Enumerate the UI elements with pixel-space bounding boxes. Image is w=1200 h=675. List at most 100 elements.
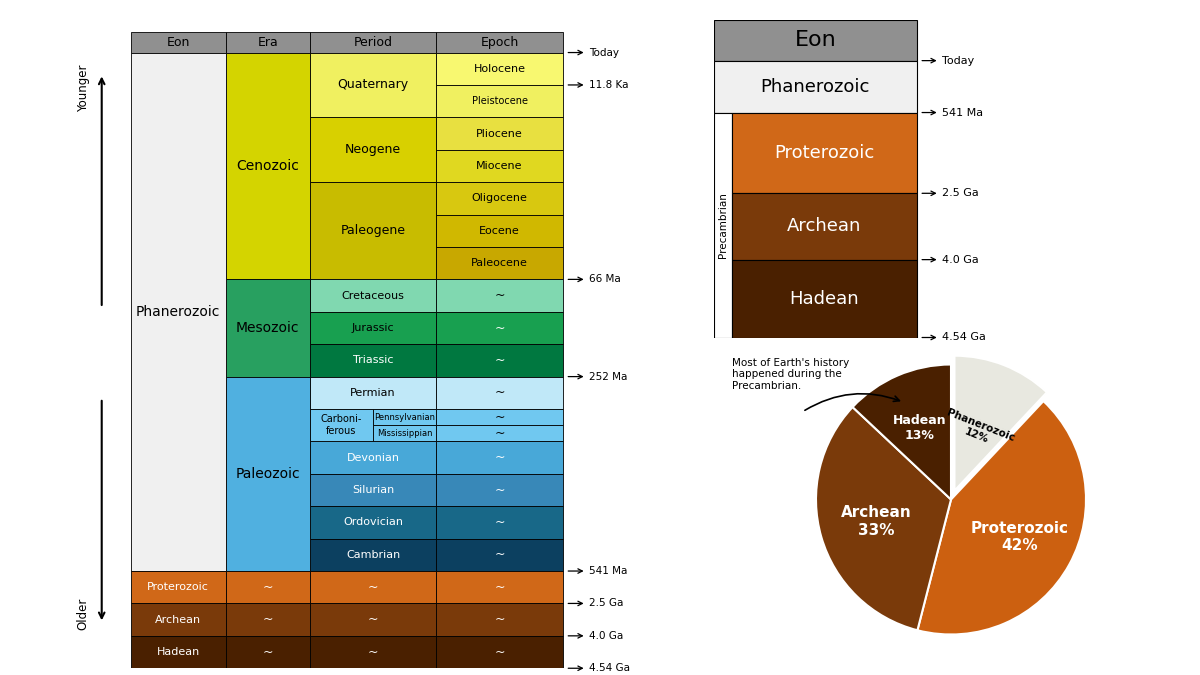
Text: Precambrian: Precambrian <box>718 192 728 258</box>
Text: Older: Older <box>77 598 90 630</box>
Text: ~: ~ <box>494 645 505 659</box>
Text: Proterozoic: Proterozoic <box>148 583 209 592</box>
Text: ~: ~ <box>494 289 505 302</box>
Bar <box>732 260 917 338</box>
Bar <box>310 32 437 53</box>
Bar <box>714 113 732 338</box>
Text: Cenozoic: Cenozoic <box>236 159 299 173</box>
Bar <box>437 344 563 377</box>
Text: Mesozoic: Mesozoic <box>236 321 300 335</box>
Text: 2.5 Ga: 2.5 Ga <box>589 599 624 608</box>
Bar <box>437 441 563 474</box>
Text: 541 Ma: 541 Ma <box>589 566 628 576</box>
Text: ~: ~ <box>494 516 505 529</box>
Text: 11.8 Ka: 11.8 Ka <box>589 80 629 90</box>
Bar <box>437 117 563 150</box>
Bar <box>437 312 563 344</box>
Text: Proterozoic
42%: Proterozoic 42% <box>971 521 1069 554</box>
Bar <box>373 409 437 425</box>
Text: Oligocene: Oligocene <box>472 193 528 203</box>
Bar <box>310 409 373 441</box>
Bar <box>310 441 437 474</box>
Text: Hadean: Hadean <box>156 647 199 657</box>
Bar <box>310 474 437 506</box>
Text: ~: ~ <box>494 483 505 497</box>
Text: ~: ~ <box>263 580 272 594</box>
Bar <box>226 377 310 571</box>
Bar <box>437 182 563 215</box>
Text: 4.54 Ga: 4.54 Ga <box>942 333 986 342</box>
Bar <box>310 312 437 344</box>
Text: Pennsylvanian: Pennsylvanian <box>374 412 436 422</box>
Bar <box>226 32 310 53</box>
Text: Quaternary: Quaternary <box>337 78 409 91</box>
Text: ~: ~ <box>368 580 378 594</box>
Text: Today: Today <box>942 55 974 65</box>
Text: Hadean: Hadean <box>790 290 859 308</box>
Text: Cretaceous: Cretaceous <box>342 290 404 300</box>
Bar <box>310 344 437 377</box>
Text: ~: ~ <box>494 354 505 367</box>
Bar <box>310 377 437 409</box>
Bar <box>310 182 437 279</box>
Text: ~: ~ <box>368 645 378 659</box>
Text: Devonian: Devonian <box>347 453 400 462</box>
Text: Period: Period <box>354 36 392 49</box>
Text: Carboni-
ferous: Carboni- ferous <box>320 414 362 436</box>
Bar <box>226 603 310 636</box>
Bar <box>373 425 437 441</box>
Bar <box>437 636 563 668</box>
Text: ~: ~ <box>494 321 505 335</box>
Text: ~: ~ <box>494 548 505 562</box>
Bar <box>732 113 917 193</box>
Text: Jurassic: Jurassic <box>352 323 395 333</box>
Text: ~: ~ <box>494 451 505 464</box>
Bar <box>131 571 226 603</box>
Text: Holocene: Holocene <box>474 63 526 74</box>
Text: ~: ~ <box>494 580 505 594</box>
Text: ~: ~ <box>494 613 505 626</box>
Bar <box>714 61 917 113</box>
Bar <box>437 215 563 247</box>
Text: 4.0 Ga: 4.0 Ga <box>942 254 979 265</box>
Bar <box>226 571 310 603</box>
Wedge shape <box>816 407 952 630</box>
Text: Paleozoic: Paleozoic <box>235 467 300 481</box>
Bar <box>131 636 226 668</box>
Text: Era: Era <box>257 36 278 49</box>
Text: Eon: Eon <box>167 36 190 49</box>
Text: ~: ~ <box>368 613 378 626</box>
Bar <box>310 636 437 668</box>
Text: Eocene: Eocene <box>479 225 520 236</box>
Bar <box>310 279 437 312</box>
Bar <box>437 425 563 441</box>
Text: Triassic: Triassic <box>353 356 394 365</box>
Text: Paleocene: Paleocene <box>472 258 528 268</box>
Text: Archean: Archean <box>155 615 202 624</box>
Text: ~: ~ <box>263 645 272 659</box>
Text: 2.5 Ga: 2.5 Ga <box>942 188 979 198</box>
Bar <box>437 506 563 539</box>
Bar <box>226 636 310 668</box>
Bar <box>437 53 563 85</box>
Text: Today: Today <box>589 47 619 57</box>
Text: Paleogene: Paleogene <box>341 224 406 238</box>
Bar <box>310 603 437 636</box>
Bar <box>310 539 437 571</box>
Text: Phanerozoic
12%: Phanerozoic 12% <box>941 407 1016 454</box>
Bar <box>226 279 310 377</box>
Wedge shape <box>954 356 1046 491</box>
Text: ~: ~ <box>494 427 505 440</box>
Bar <box>732 193 917 260</box>
Wedge shape <box>852 364 952 500</box>
Text: Silurian: Silurian <box>352 485 395 495</box>
Text: 4.0 Ga: 4.0 Ga <box>589 631 623 641</box>
Wedge shape <box>918 401 1086 634</box>
Text: ~: ~ <box>494 410 505 424</box>
Bar <box>437 85 563 117</box>
Text: Archean: Archean <box>787 217 862 236</box>
Bar <box>437 32 563 53</box>
Text: Ordovician: Ordovician <box>343 518 403 527</box>
Bar <box>437 150 563 182</box>
Bar <box>310 53 437 117</box>
